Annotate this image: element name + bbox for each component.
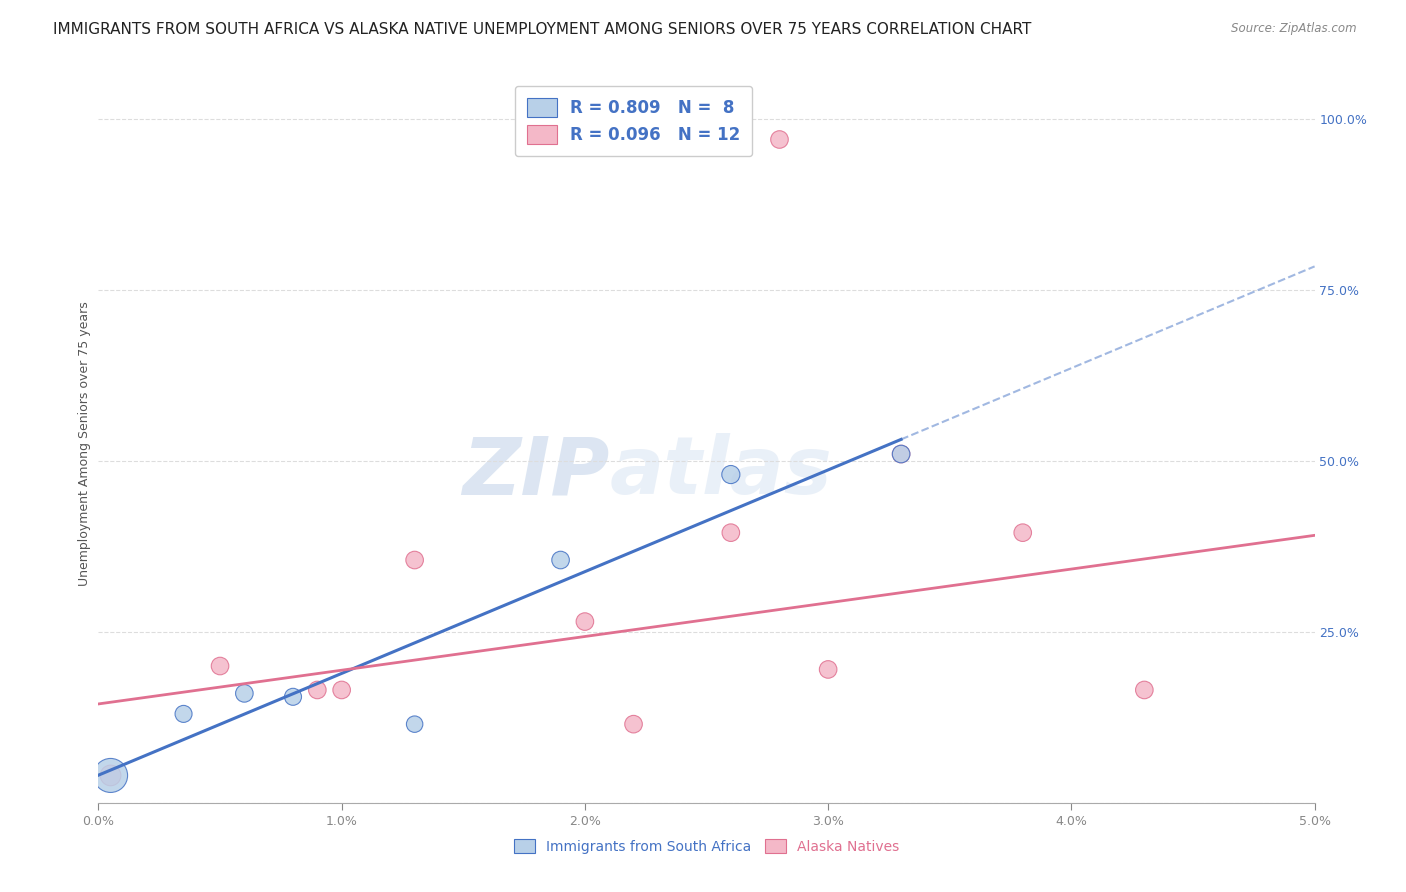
Point xyxy=(890,447,912,461)
Point xyxy=(233,686,256,700)
Point xyxy=(1011,525,1033,540)
Point xyxy=(209,659,232,673)
Point xyxy=(623,717,645,731)
Point xyxy=(720,525,742,540)
Point xyxy=(768,132,790,146)
Point xyxy=(173,706,195,721)
Point xyxy=(574,615,596,629)
Point xyxy=(404,553,426,567)
Point xyxy=(330,683,353,698)
Text: IMMIGRANTS FROM SOUTH AFRICA VS ALASKA NATIVE UNEMPLOYMENT AMONG SENIORS OVER 75: IMMIGRANTS FROM SOUTH AFRICA VS ALASKA N… xyxy=(53,22,1032,37)
Point xyxy=(307,683,329,698)
Legend: Immigrants from South Africa, Alaska Natives: Immigrants from South Africa, Alaska Nat… xyxy=(508,831,905,861)
Point xyxy=(720,467,742,482)
Text: ZIP: ZIP xyxy=(461,434,609,511)
Point xyxy=(404,717,426,731)
Point xyxy=(550,553,572,567)
Point xyxy=(100,768,122,782)
Point xyxy=(100,768,122,782)
Y-axis label: Unemployment Among Seniors over 75 years: Unemployment Among Seniors over 75 years xyxy=(79,301,91,586)
Point xyxy=(281,690,304,704)
Point xyxy=(1133,683,1156,698)
Point xyxy=(817,662,839,677)
Text: Source: ZipAtlas.com: Source: ZipAtlas.com xyxy=(1232,22,1357,36)
Text: atlas: atlas xyxy=(609,434,832,511)
Point xyxy=(890,447,912,461)
